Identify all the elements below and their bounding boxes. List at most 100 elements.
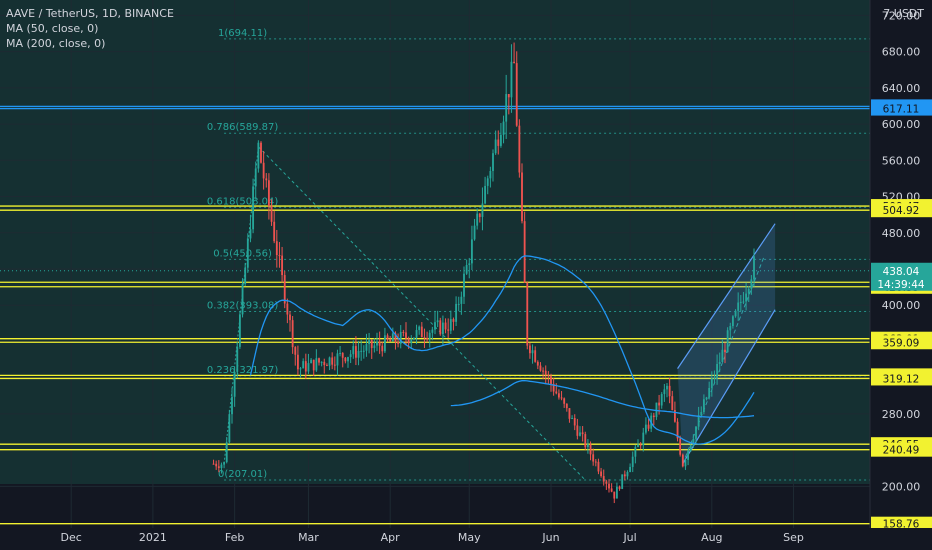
price-tick-label: 480.00	[882, 227, 921, 240]
candle-body	[294, 347, 297, 355]
candle-body	[526, 282, 529, 346]
candle-body	[700, 412, 703, 416]
candle-body	[349, 354, 352, 358]
candle-body	[265, 178, 268, 181]
candle-body	[470, 239, 473, 264]
candle-body	[339, 352, 342, 354]
last-price-badge	[871, 262, 932, 291]
candle-body	[729, 326, 732, 331]
candle-body	[347, 357, 349, 362]
candle-body	[658, 402, 661, 406]
candle-body	[402, 331, 405, 333]
candle-body	[552, 383, 555, 392]
candle-body	[547, 374, 550, 377]
candle-body	[220, 464, 223, 468]
candle-body	[684, 459, 687, 467]
currency-label[interactable]: 7 USDT	[883, 7, 924, 20]
candle-body	[652, 415, 655, 418]
candle-body	[594, 461, 597, 463]
candle-body	[679, 438, 682, 455]
candle-body	[260, 142, 262, 163]
candle-body	[373, 345, 376, 349]
time-tick-label: Feb	[225, 531, 244, 544]
candle-body	[560, 397, 563, 399]
candle-body	[584, 434, 587, 448]
candle-body	[716, 363, 719, 378]
candle-body	[673, 409, 676, 422]
time-axis[interactable]: Dec 2021 Feb Mar Apr May Jun Jul Aug Sep	[61, 531, 804, 544]
candle-body	[494, 139, 497, 154]
candle-body	[275, 241, 278, 256]
candle-body	[536, 361, 539, 366]
price-tick-label: 600.00	[882, 118, 921, 131]
candle-body	[573, 417, 576, 426]
candle-body	[486, 178, 489, 186]
candle-body	[304, 361, 307, 372]
candle-body	[460, 296, 463, 304]
level-price-badge	[871, 442, 932, 457]
candle-body	[302, 361, 305, 369]
candle-body	[742, 301, 745, 303]
candle-body	[299, 368, 302, 370]
candle-body	[394, 333, 397, 343]
candle-body	[689, 445, 692, 451]
time-tick-label: May	[458, 531, 481, 544]
candle-body	[621, 474, 624, 489]
candle-body	[745, 293, 748, 302]
candle-body	[323, 361, 326, 366]
candle-body	[634, 447, 637, 457]
candle-body	[328, 357, 331, 366]
candle-body	[278, 255, 281, 257]
symbol-title[interactable]: AAVE / TetherUS, 1D, BINANCE	[6, 7, 174, 20]
candle-body	[444, 322, 447, 330]
candle-body	[420, 326, 423, 338]
candle-body	[531, 350, 534, 354]
grid-lines	[0, 0, 870, 528]
time-tick-label: Jun	[541, 531, 559, 544]
candle-body	[354, 346, 357, 358]
candle-body	[492, 153, 494, 171]
candle-body	[623, 474, 626, 477]
candle-body	[412, 337, 415, 340]
candle-body	[223, 462, 226, 465]
candle-body	[217, 466, 220, 468]
candle-body	[626, 472, 629, 477]
candle-body	[478, 213, 481, 217]
ma50-line	[249, 255, 755, 445]
candle-body	[668, 385, 671, 397]
candle-body	[415, 330, 418, 338]
candle-body	[513, 61, 516, 64]
candle-body	[468, 263, 471, 266]
candle-body	[315, 358, 318, 371]
ma200-line	[450, 379, 755, 419]
candle-body	[629, 466, 632, 473]
candle-body	[320, 361, 323, 363]
level-price-badge	[871, 335, 932, 350]
candle-body	[344, 357, 347, 362]
candle-body	[407, 338, 410, 344]
candle-body	[368, 340, 371, 345]
candle-body	[310, 359, 313, 364]
candle-body	[362, 350, 365, 352]
candle-body	[571, 417, 574, 419]
price-labels: 619.53617.11509.47504.92425.31420.35363.…	[871, 99, 932, 531]
indicator-ma200[interactable]: MA (200, close, 0)	[6, 37, 106, 50]
level-price-badge	[871, 101, 932, 116]
candle-body	[236, 346, 239, 372]
candle-body	[647, 424, 650, 429]
time-tick-label: Sep	[783, 531, 804, 544]
level-price-badge	[871, 516, 932, 531]
candle-body	[231, 396, 233, 415]
candle-body	[457, 303, 460, 305]
candle-body	[352, 346, 355, 355]
candle-body	[676, 421, 679, 439]
candle-body	[695, 426, 697, 439]
candle-body	[262, 162, 265, 179]
candle-body	[721, 349, 724, 362]
indicator-ma50[interactable]: MA (50, close, 0)	[6, 22, 99, 35]
candle-body	[383, 335, 386, 352]
candle-body	[476, 213, 479, 226]
candle-body	[244, 267, 247, 284]
fib-level-label: 0.618(508.04)	[207, 196, 279, 207]
